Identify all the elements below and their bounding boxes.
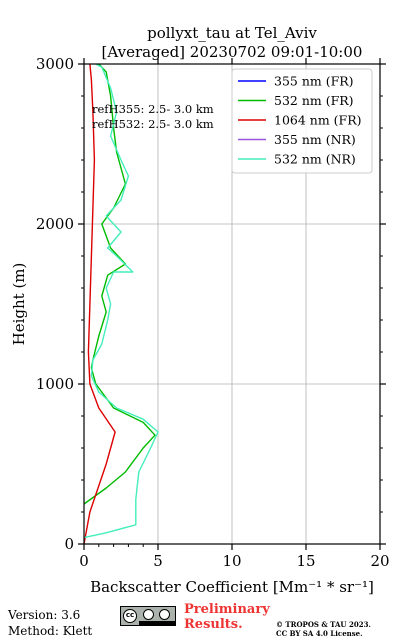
- chart-title-line-2: [Averaged] 20230702 09:01-10:00: [102, 43, 363, 61]
- x-tick-label: 5: [153, 552, 163, 570]
- footer-info: Version: 3.6 Method: Klett: [8, 607, 92, 639]
- preliminary-line-2: Results.: [184, 617, 243, 632]
- axis-ticks: 0 5 10 15 20 0 1000 2000 3000: [36, 55, 390, 570]
- legend-label: 355 nm (FR): [274, 74, 354, 89]
- backscatter-profile-chart: 0 5 10 15 20 0 1000 2000 3000 pollyxt_tau at Tel…: [10, 24, 390, 596]
- y-tick-label: 0: [64, 535, 74, 553]
- copyright-line-2: CC BY SA 4.0 License.: [276, 629, 363, 638]
- legend-label: 532 nm (NR): [274, 152, 356, 167]
- share-alike-icon: [159, 609, 170, 620]
- creative-commons-icon: cc: [123, 609, 137, 623]
- y-tick-label: 3000: [36, 55, 74, 73]
- attribution-icon: [143, 609, 154, 620]
- version-text: Version: 3.6: [8, 608, 81, 622]
- legend: 355 nm (FR) 532 nm (FR) 1064 nm (FR) 355 nm…: [231, 68, 373, 174]
- y-tick-label: 1000: [36, 375, 74, 393]
- y-tick-label: 2000: [36, 215, 74, 233]
- ref-height-532-annotation: refH532: 2.5- 3.0 km: [92, 117, 214, 131]
- method-text: Method: Klett: [8, 624, 93, 638]
- preliminary-line-1: Preliminary: [184, 602, 270, 617]
- x-tick-label: 20: [370, 552, 389, 570]
- copyright-line-1: © TROPOS & TAU 2023.: [276, 620, 371, 629]
- legend-box: [231, 68, 373, 174]
- legend-label: 1064 nm (FR): [274, 113, 362, 128]
- x-tick-label: 10: [222, 552, 241, 570]
- series-line-1064-nm-fr: [83, 63, 116, 545]
- copyright-notice: © TROPOS & TAU 2023. CC BY SA 4.0 Licens…: [276, 620, 371, 638]
- ref-height-355-annotation: refH355: 2.5- 3.0 km: [92, 102, 214, 116]
- x-tick-label: 0: [79, 552, 89, 570]
- x-tick-label: 15: [296, 552, 315, 570]
- y-axis-label: Height (m): [10, 263, 28, 346]
- cc-license-badge: cc: [120, 606, 176, 626]
- legend-label: 355 nm (NR): [274, 132, 356, 147]
- chart-title-line-1: pollyxt_tau at Tel_Aviv: [147, 24, 317, 42]
- series-lines: [83, 63, 159, 545]
- series-line-532-nm-nr: [83, 63, 159, 539]
- license-strip: [139, 621, 175, 626]
- x-axis-label: Backscatter Coefficient [Mm⁻¹ * sr⁻¹]: [90, 578, 374, 596]
- legend-label: 532 nm (FR): [274, 93, 354, 108]
- preliminary-results-notice: Preliminary Results.: [184, 602, 270, 632]
